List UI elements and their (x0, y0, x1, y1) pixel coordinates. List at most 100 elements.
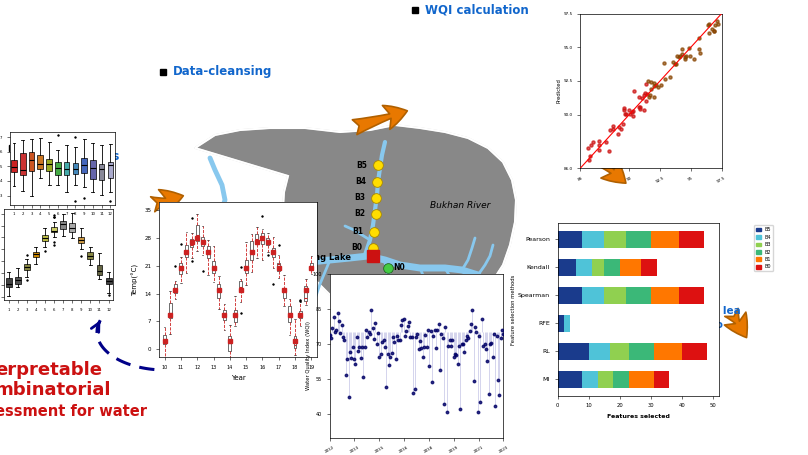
Text: N0: N0 (393, 263, 405, 273)
Bar (558, 259, 576, 276)
Bar (679, 231, 704, 248)
PathPatch shape (90, 160, 95, 179)
PathPatch shape (64, 162, 69, 175)
Point (638, 106, 650, 114)
PathPatch shape (55, 162, 61, 176)
Point (693, 49, 706, 56)
PathPatch shape (267, 238, 269, 245)
Text: Feature selection: Feature selection (600, 106, 715, 118)
Point (620, 110, 633, 117)
PathPatch shape (163, 335, 166, 344)
PathPatch shape (42, 235, 48, 241)
Bar (558, 315, 564, 332)
Point (663, 73, 676, 81)
Point (607, 125, 620, 132)
PathPatch shape (217, 283, 221, 298)
Point (633, 103, 646, 111)
PathPatch shape (87, 252, 94, 259)
Point (684, 53, 696, 60)
PathPatch shape (283, 288, 286, 298)
Point (702, 21, 715, 29)
Bar (610, 343, 629, 360)
Bar (629, 371, 654, 388)
PathPatch shape (46, 159, 52, 172)
Point (618, 111, 631, 118)
PathPatch shape (288, 306, 291, 322)
PathPatch shape (99, 163, 104, 180)
PathPatch shape (106, 278, 112, 284)
PathPatch shape (174, 284, 177, 293)
PathPatch shape (201, 237, 204, 246)
Bar (564, 315, 570, 332)
Point (650, 81, 663, 89)
Point (654, 81, 667, 89)
PathPatch shape (37, 155, 43, 169)
Polygon shape (195, 125, 516, 333)
Point (645, 79, 658, 86)
Point (634, 106, 647, 113)
Point (688, 55, 701, 62)
Point (628, 87, 641, 95)
Point (581, 144, 594, 152)
Point (710, 18, 723, 25)
Point (638, 91, 650, 99)
Point (577, 170, 590, 177)
Point (639, 98, 652, 105)
Point (676, 51, 689, 58)
PathPatch shape (309, 263, 313, 270)
Bar (682, 343, 707, 360)
Point (707, 28, 720, 35)
Point (709, 21, 722, 28)
Point (667, 58, 680, 65)
PathPatch shape (299, 311, 302, 318)
Point (683, 44, 696, 51)
Point (638, 90, 651, 97)
PathPatch shape (190, 239, 193, 247)
PathPatch shape (82, 158, 87, 173)
Point (651, 83, 664, 91)
Text: 10-year water
characteristics: 10-year water characteristics (22, 133, 120, 163)
Y-axis label: Water Quality Index (WQI): Water Quality Index (WQI) (306, 321, 311, 390)
PathPatch shape (169, 303, 171, 318)
PathPatch shape (33, 252, 39, 258)
Point (592, 142, 605, 149)
Point (680, 53, 692, 60)
Point (648, 79, 661, 86)
Y-axis label: Feature selection methods: Feature selection methods (511, 274, 516, 344)
PathPatch shape (261, 233, 264, 244)
PathPatch shape (293, 336, 297, 348)
Text: Paldang Lake: Paldang Lake (288, 253, 351, 262)
PathPatch shape (255, 234, 259, 244)
Bar (604, 231, 626, 248)
Bar (626, 231, 650, 248)
Bar (679, 287, 704, 304)
Text: B4: B4 (355, 177, 366, 187)
Bar (583, 371, 598, 388)
Point (659, 75, 671, 82)
PathPatch shape (305, 287, 307, 301)
Bar (650, 287, 679, 304)
PathPatch shape (185, 245, 187, 258)
Text: N2: N2 (397, 293, 409, 303)
PathPatch shape (78, 237, 84, 243)
PathPatch shape (179, 263, 183, 274)
Y-axis label: Temp(°C): Temp(°C) (132, 264, 139, 296)
Point (617, 121, 629, 128)
Bar (558, 343, 588, 360)
PathPatch shape (277, 263, 280, 271)
Bar (583, 287, 604, 304)
Point (626, 113, 639, 120)
Bar (620, 259, 642, 276)
Text: essment for water: essment for water (0, 404, 147, 420)
PathPatch shape (234, 310, 237, 322)
Point (679, 55, 692, 62)
Point (604, 126, 617, 134)
Text: B2: B2 (354, 209, 365, 218)
Bar (604, 287, 626, 304)
Y-axis label: Predicted: Predicted (557, 79, 562, 103)
Point (642, 93, 655, 101)
Bar (654, 371, 669, 388)
Text: B0: B0 (351, 243, 362, 253)
Point (574, 167, 587, 174)
Point (612, 124, 625, 131)
